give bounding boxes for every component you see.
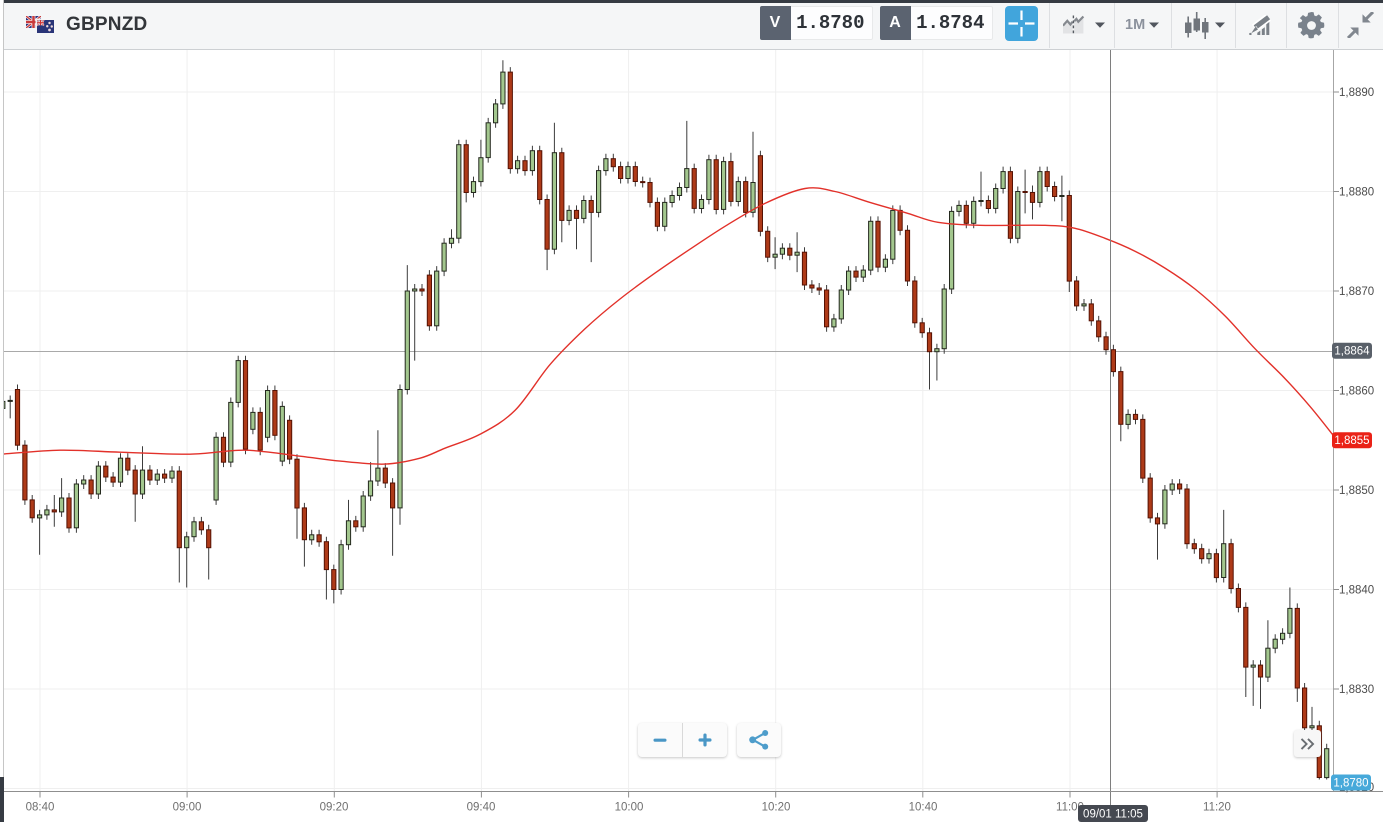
svg-text:1,8880: 1,8880 [1339,187,1374,199]
svg-text:1,8830: 1,8830 [1339,684,1374,696]
svg-text:09:40: 09:40 [467,802,496,814]
svg-text:10:20: 10:20 [762,802,791,814]
svg-text:11:00: 11:00 [1056,802,1084,814]
svg-text:09/01 11:05: 09/01 11:05 [1083,809,1143,821]
svg-text:1,8870: 1,8870 [1339,286,1374,298]
svg-text:11:20: 11:20 [1203,802,1231,814]
svg-text:10:00: 10:00 [615,802,644,814]
svg-text:09:20: 09:20 [320,802,349,814]
svg-text:1,8864: 1,8864 [1334,346,1370,358]
svg-text:09:00: 09:00 [173,802,202,814]
svg-text:1,8840: 1,8840 [1339,585,1374,597]
svg-text:1,8780: 1,8780 [1333,778,1368,790]
svg-text:08:40: 08:40 [26,802,55,814]
svg-text:10:40: 10:40 [909,802,938,814]
svg-text:1,8850: 1,8850 [1339,485,1374,497]
svg-text:1,8860: 1,8860 [1339,386,1374,398]
svg-text:1,8855: 1,8855 [1334,435,1369,447]
svg-text:1,8890: 1,8890 [1339,87,1374,99]
